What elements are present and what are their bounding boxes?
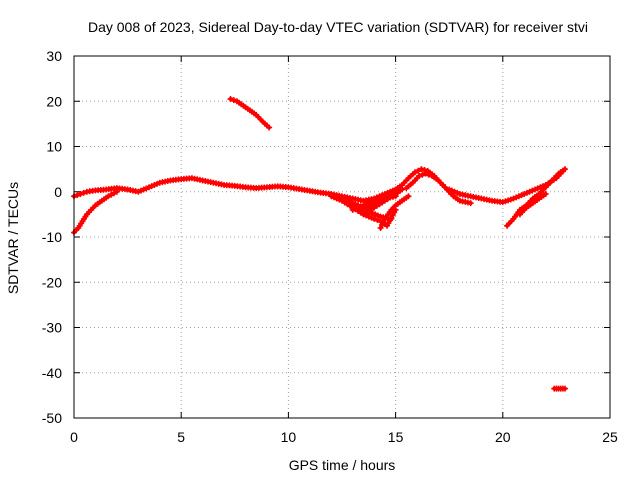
series-layer — [71, 95, 568, 392]
data-point — [542, 191, 549, 198]
data-point — [418, 166, 425, 173]
data-point — [425, 171, 432, 178]
data-point — [379, 221, 386, 228]
data-point — [77, 191, 84, 198]
y-tick-label: -40 — [42, 365, 62, 381]
data-point — [411, 169, 418, 176]
data-point — [380, 218, 387, 225]
data-point — [74, 192, 81, 199]
data-point — [405, 193, 412, 200]
y-tick-label: 10 — [46, 139, 62, 155]
data-point — [416, 172, 423, 179]
plot-frame — [73, 55, 611, 419]
y-tick-label: -20 — [42, 274, 62, 290]
y-axis-label: SDTVAR / TECUs — [5, 182, 21, 294]
chart-title: Day 008 of 2023, Sidereal Day-to-day VTE… — [88, 19, 588, 35]
data-point — [113, 188, 120, 195]
data-point — [371, 215, 378, 222]
y-tick-label: -50 — [42, 410, 62, 426]
data-point — [561, 166, 568, 173]
y-tick-label: 0 — [54, 184, 62, 200]
series-late-rise — [504, 166, 568, 229]
data-point — [377, 224, 384, 231]
data-point — [419, 171, 426, 178]
data-point — [230, 97, 237, 104]
series-late-rise-2 — [516, 191, 549, 218]
grid-layer — [74, 56, 610, 418]
series-early-rise — [71, 188, 120, 236]
data-point — [415, 167, 422, 174]
series-main-band — [71, 175, 399, 204]
series-outlier-low — [551, 385, 568, 392]
y-tick-label: 30 — [46, 48, 62, 64]
y-tick-label: -30 — [42, 320, 62, 336]
y-tick-label: -10 — [42, 229, 62, 245]
data-point — [388, 215, 395, 222]
data-point — [80, 189, 87, 196]
series-arc-high — [227, 95, 273, 131]
data-point — [561, 385, 568, 392]
data-point — [467, 200, 474, 207]
x-tick-label: 5 — [177, 429, 185, 445]
x-tick-label: 25 — [602, 429, 618, 445]
data-point — [227, 95, 234, 102]
x-tick-label: 20 — [495, 429, 511, 445]
x-axis-label: GPS time / hours — [289, 457, 396, 473]
series-cross-b — [360, 186, 406, 218]
x-tick-label: 15 — [388, 429, 404, 445]
data-point — [266, 124, 273, 131]
series-cross-c — [377, 193, 412, 231]
y-tick-label: 20 — [46, 93, 62, 109]
x-tick-label: 10 — [281, 429, 297, 445]
data-point — [422, 170, 429, 177]
x-tick-label: 0 — [70, 429, 78, 445]
tick-layer: 0 5 10 15 20 25 30 20 10 0 -10 -20 -30 -40 -50 — [42, 48, 618, 445]
